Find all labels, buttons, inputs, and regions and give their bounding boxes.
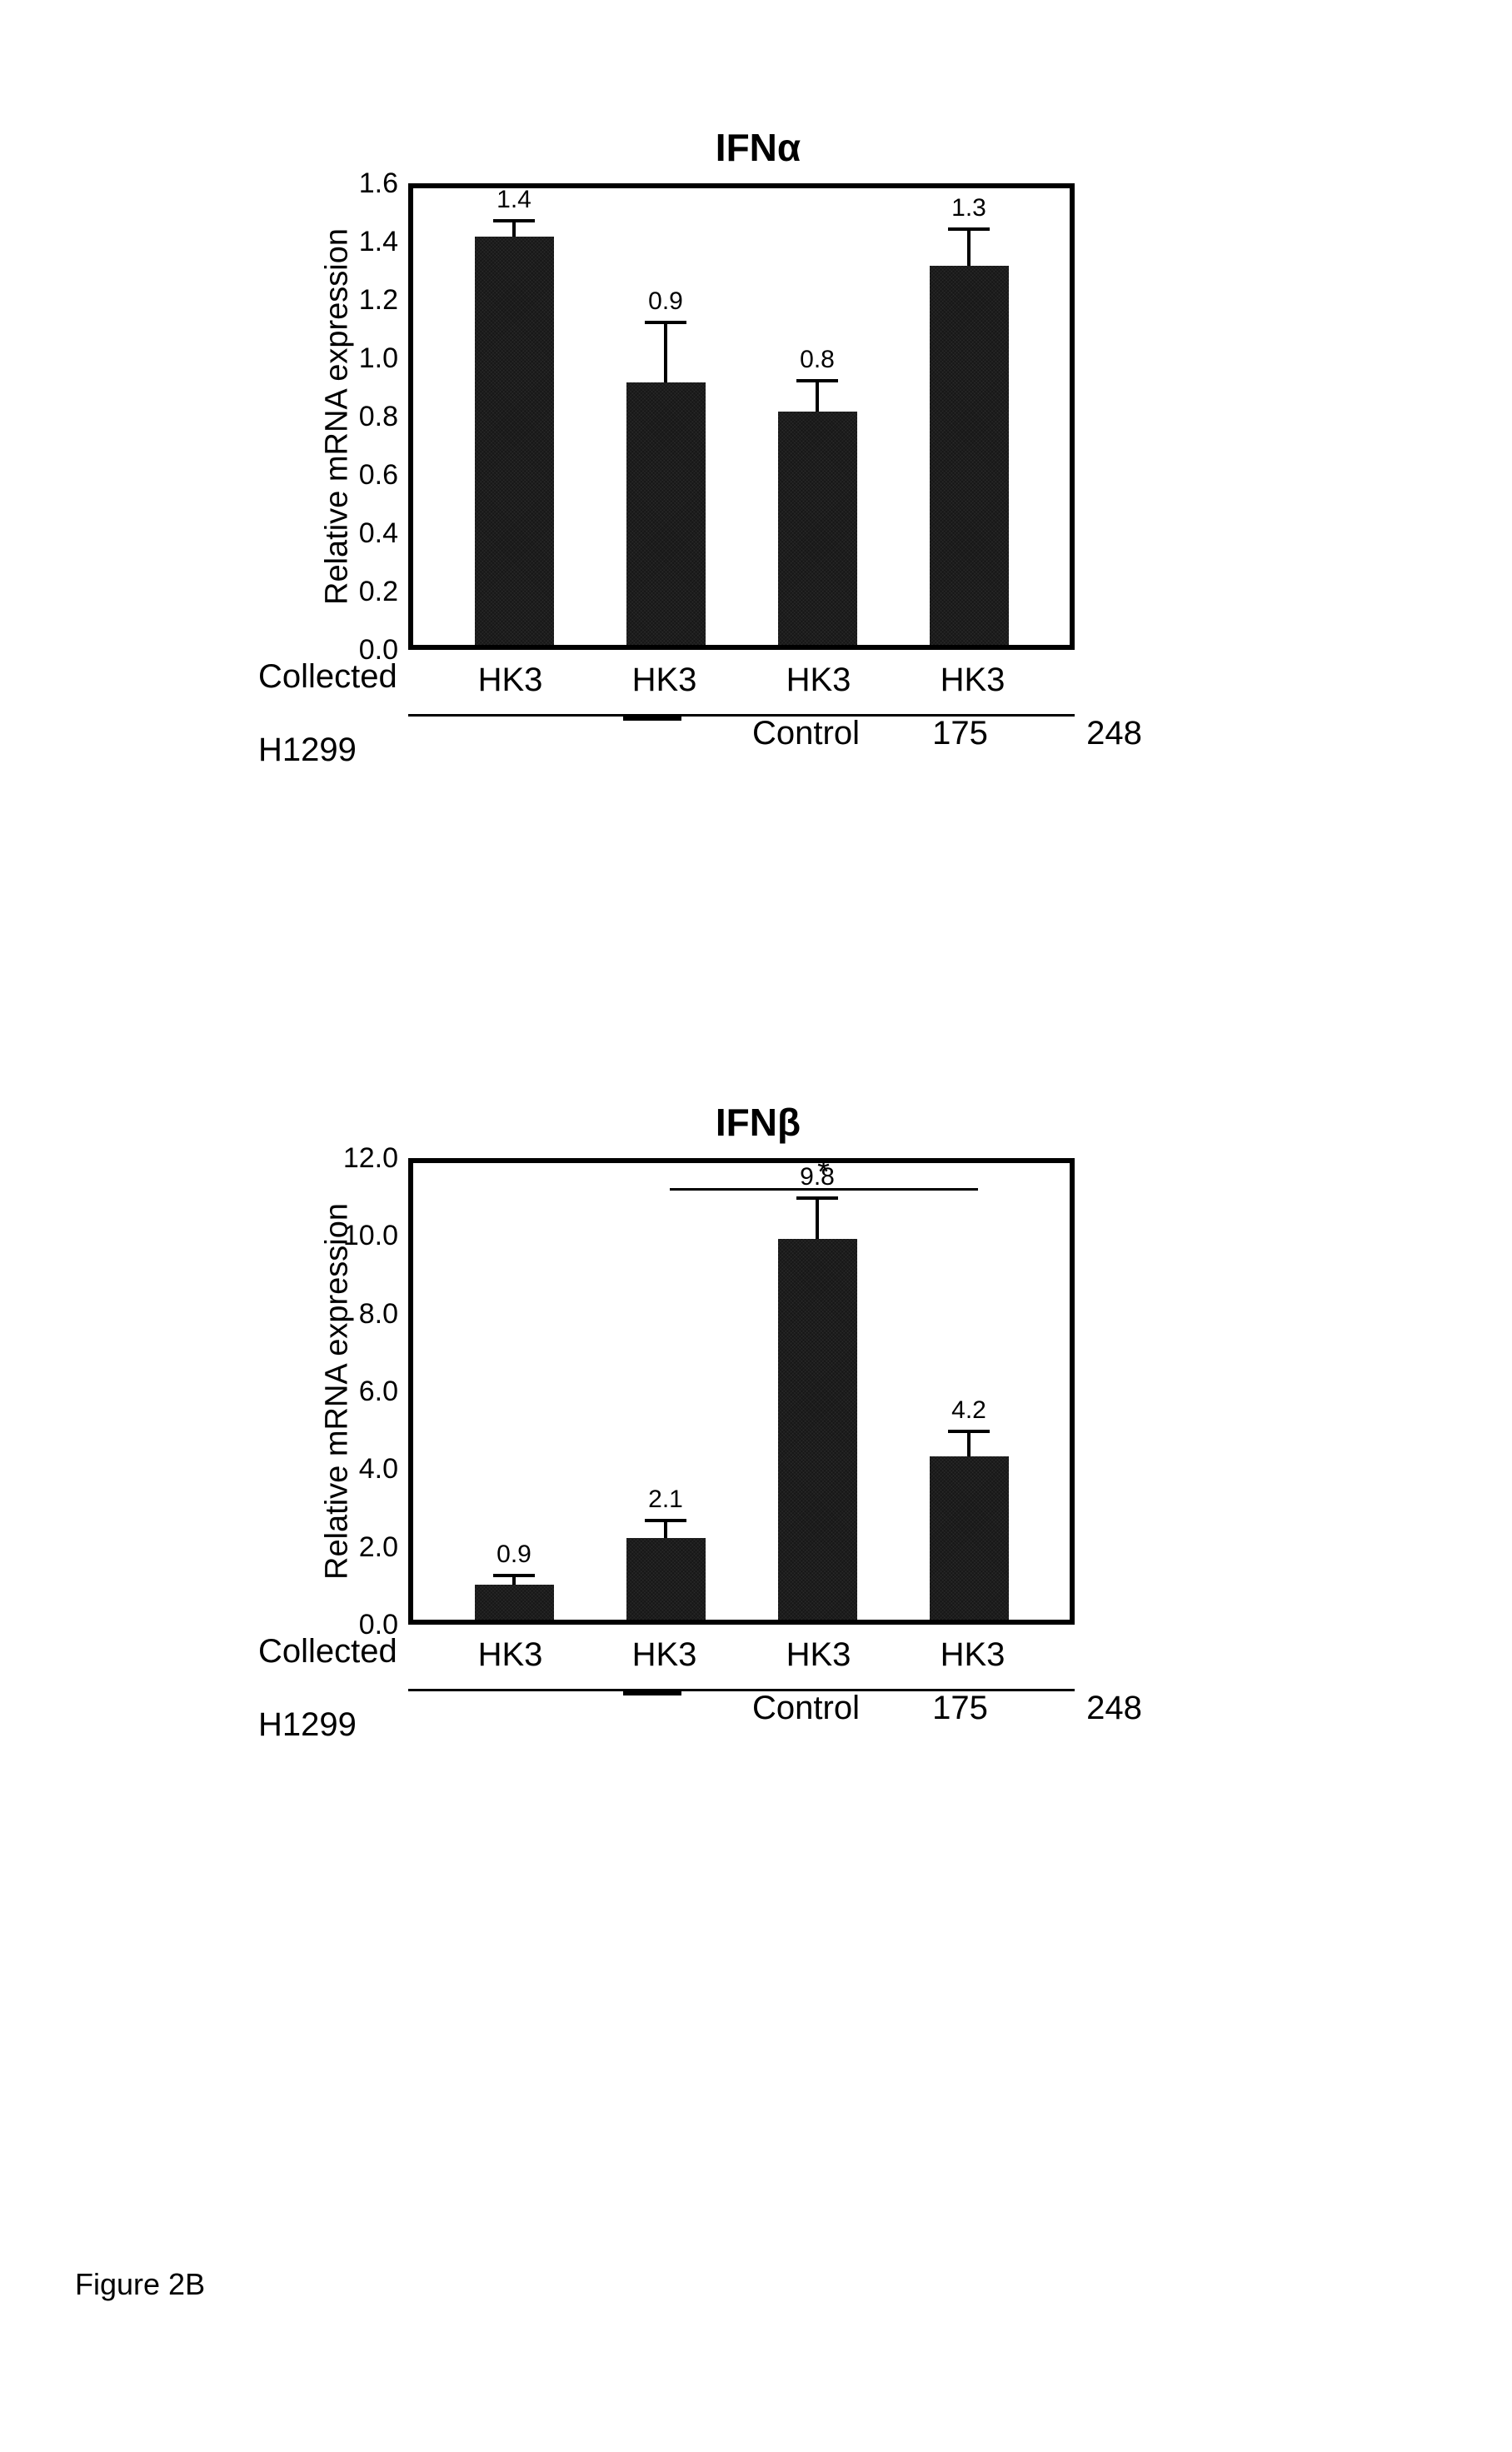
bar-slot: 9.8	[741, 1163, 893, 1620]
bars-container: 0.9 2.1 9.8 4.2	[413, 1163, 1070, 1620]
bar-slot: 1.3	[893, 188, 1045, 645]
x-tick: HK3	[433, 662, 587, 699]
bar-value-label: 1.3	[951, 194, 986, 222]
h1299-cell	[575, 715, 729, 752]
h1299-row: H1299 Control175248	[408, 732, 1216, 769]
chart-title: IFNα	[300, 125, 1216, 170]
y-tick: 8.0	[359, 1300, 398, 1328]
figure-caption: Figure 2B	[75, 2267, 205, 2302]
error-bar	[645, 321, 686, 382]
error-bar	[948, 227, 990, 266]
bar	[626, 382, 706, 645]
y-tick: 0.6	[359, 461, 398, 489]
h1299-cell: 175	[883, 715, 1037, 752]
collected-label: Collected	[258, 658, 400, 696]
y-tick: 0.8	[359, 402, 398, 431]
y-tick: 6.0	[359, 1377, 398, 1406]
bar	[778, 412, 857, 645]
plot-area: 0.9 2.1 9.8 4.2 *	[408, 1158, 1075, 1625]
error-bar	[796, 379, 838, 412]
x-tick: HK3	[896, 662, 1050, 699]
h1299-cell: 175	[883, 1690, 1037, 1727]
collected-label: Collected	[258, 1633, 400, 1670]
bar-value-label: 0.8	[800, 346, 835, 374]
error-bar	[493, 219, 535, 237]
h1299-label: H1299	[258, 732, 400, 769]
error-bar	[645, 1519, 686, 1538]
y-axis-ticks: 1.61.41.21.00.80.60.40.20.0	[346, 183, 408, 650]
h1299-cells: Control175248	[550, 705, 1216, 752]
y-tick: 4.0	[359, 1455, 398, 1483]
bar	[626, 1538, 706, 1620]
x-tick: HK3	[587, 662, 741, 699]
y-tick: 10.0	[343, 1221, 398, 1250]
y-tick: 1.4	[359, 227, 398, 256]
error-bar	[948, 1430, 990, 1456]
y-axis-label-wrap: Relative mRNA expression	[300, 183, 346, 650]
y-tick: 1.0	[359, 344, 398, 372]
bar	[930, 1456, 1009, 1620]
dash-icon	[623, 1690, 681, 1695]
chart-ifn-beta: IFNβ Relative mRNA expression 12.0 10.0 8.…	[300, 1100, 1216, 1744]
dash-icon	[623, 715, 681, 721]
y-tick: 0.2	[359, 577, 398, 606]
bar-slot: 0.8	[741, 188, 893, 645]
y-tick: 1.6	[359, 169, 398, 197]
plot-area: 1.4 0.9 0.8 1.3	[408, 183, 1075, 650]
y-axis-label-wrap: Relative mRNA expression	[300, 1158, 346, 1625]
x-tick: HK3	[741, 662, 896, 699]
h1299-cells: Control175248	[550, 1680, 1216, 1727]
x-tick: HK3	[741, 1636, 896, 1674]
error-bar	[796, 1196, 838, 1239]
bar-slot: 2.1	[590, 1163, 741, 1620]
y-tick: 1.2	[359, 286, 398, 314]
bar-value-label: 1.4	[497, 186, 531, 214]
y-axis-ticks: 12.010.08.06.04.02.00.0	[346, 1158, 408, 1625]
bar-value-label: 0.9	[497, 1541, 531, 1569]
bar-value-label: 4.2	[951, 1396, 986, 1425]
error-bar	[493, 1574, 535, 1585]
bar-slot: 0.9	[590, 188, 741, 645]
y-tick: 2.0	[359, 1533, 398, 1561]
bar-slot: 0.9	[438, 1163, 590, 1620]
h1299-cell	[575, 1690, 729, 1727]
x-tick: HK3	[587, 1636, 741, 1674]
x-tick: HK3	[433, 1636, 587, 1674]
chart-title: IFNβ	[300, 1100, 1216, 1145]
h1299-cell: 248	[1037, 715, 1191, 752]
figure-page: IFNα Relative mRNA expression 1.6 1.4 1.2 1…	[0, 0, 1512, 2452]
h1299-cell: Control	[729, 1690, 883, 1727]
bar	[778, 1239, 857, 1620]
x-tick: HK3	[896, 1636, 1050, 1674]
significance-star: *	[817, 1155, 830, 1191]
h1299-label: H1299	[258, 1706, 400, 1744]
bars-container: 1.4 0.9 0.8 1.3	[413, 188, 1070, 645]
bar	[930, 266, 1009, 645]
plot-row: Relative mRNA expression 1.61.41.21.00.8…	[300, 183, 1216, 769]
plot-row: Relative mRNA expression 12.010.08.06.04…	[300, 1158, 1216, 1744]
bar-slot: 1.4	[438, 188, 590, 645]
bar	[475, 1585, 554, 1620]
y-tick: 0.4	[359, 519, 398, 547]
h1299-cell: Control	[729, 715, 883, 752]
y-tick: 12.0	[343, 1144, 398, 1172]
bar-value-label: 2.1	[648, 1486, 683, 1514]
bar-slot: 4.2	[893, 1163, 1045, 1620]
h1299-row: H1299 Control175248	[408, 1706, 1216, 1744]
bar-value-label: 0.9	[648, 287, 683, 316]
bar	[475, 237, 554, 645]
chart-ifn-alpha: IFNα Relative mRNA expression 1.6 1.4 1.2 1…	[300, 125, 1216, 769]
h1299-cell: 248	[1037, 1690, 1191, 1727]
